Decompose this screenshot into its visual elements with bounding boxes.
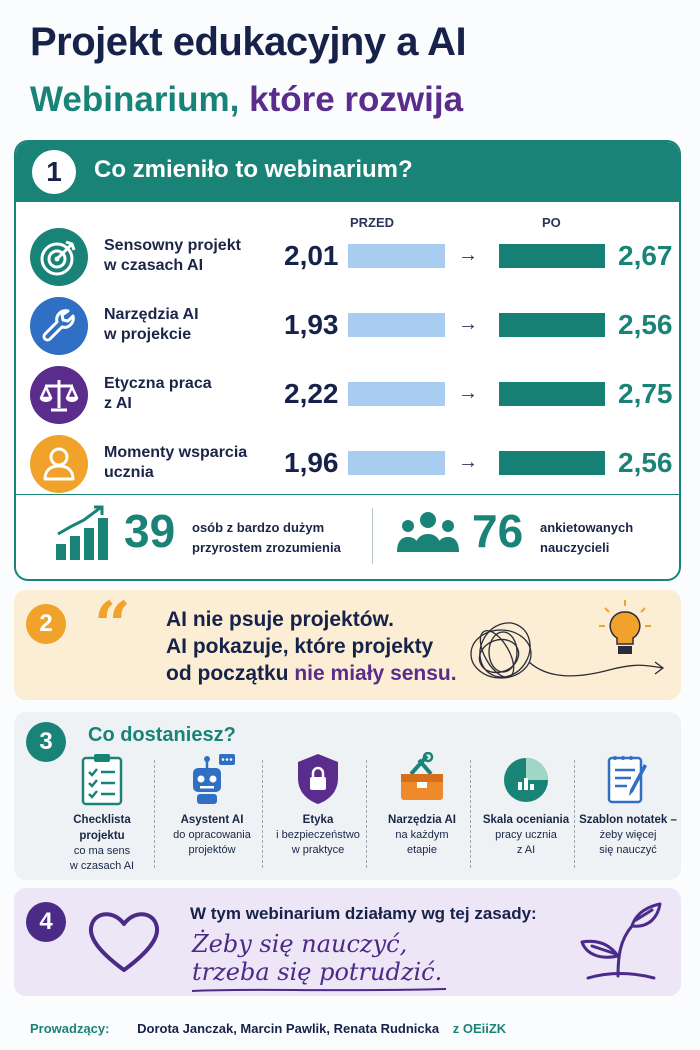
checklist-icon	[81, 754, 123, 806]
metric-after-value: 2,56	[618, 309, 673, 340]
wrench-icon	[30, 297, 88, 355]
section-number-4: 4	[26, 902, 66, 942]
feature-separator	[470, 760, 471, 868]
metric-after-bar	[499, 313, 605, 337]
metric-after-value: 2,67	[618, 240, 673, 271]
subtitle-part1: Webinarium,	[30, 80, 240, 119]
section-changes: 1 Co zmieniło to webinarium? PRZED PO Se…	[14, 140, 681, 581]
column-label-after: PO	[542, 215, 561, 230]
section-benefits: 3 Co dostaniesz? Checklista projektu co m…	[14, 712, 681, 880]
stat-value-teachers: 76	[472, 505, 524, 557]
metric-before-value: 1,96	[284, 447, 339, 478]
arrow-right-icon: →	[458, 382, 478, 404]
principle-motto: Żeby się nauczyć, trzeba się potrudzić.	[192, 930, 443, 986]
quote-mark-icon: “	[94, 590, 131, 663]
stat-label-teachers: ankietowanych nauczycieli	[540, 520, 634, 555]
principle-lead: W tym webinarium działamy wg tej zasady:	[190, 904, 537, 923]
scales-icon	[30, 366, 88, 424]
feature-notes-template: Szablon notatek – żeby więcej się nauczyć	[576, 752, 680, 878]
section-number-2: 2	[26, 604, 66, 644]
stat-separator	[372, 508, 373, 564]
page-title: Projekt edukacyjny a AI	[30, 20, 467, 64]
footer-credits: Prowadzący: Dorota Janczak, Marcin Pawli…	[30, 1021, 506, 1036]
metric-label: Momenty wsparcia ucznia	[104, 444, 248, 481]
metric-after-bar	[499, 382, 605, 406]
shield-lock-icon	[298, 754, 338, 804]
metric-before-value: 1,93	[284, 309, 339, 340]
pie-chart-icon	[504, 758, 548, 802]
section-principle: 4 W tym webinarium działamy wg tej zasad…	[14, 888, 681, 996]
column-label-before: PRZED	[350, 215, 395, 230]
feature-separator	[262, 760, 263, 868]
notes-icon	[607, 756, 647, 804]
section-changes-title: Co zmieniło to webinarium?	[94, 156, 413, 183]
metric-before-bar	[348, 313, 445, 337]
heart-icon	[88, 912, 160, 972]
footer-org: z OEiiZK	[452, 1021, 507, 1036]
subtitle-part2: które rozwija	[249, 80, 464, 119]
motto-underline	[191, 988, 447, 992]
section-number-3: 3	[26, 722, 66, 762]
metric-row-student-support: Momenty wsparcia ucznia 1,96 → 2,56	[16, 433, 679, 497]
metric-after-bar	[499, 244, 605, 268]
arrow-right-icon: →	[458, 313, 478, 335]
metric-before-bar	[348, 382, 445, 406]
people-group-icon	[397, 512, 459, 552]
metric-row-meaningful-project: Sensowny projekt w czasach AI 2,01 → 2,67	[16, 226, 679, 290]
page-subtitle: Webinarium, które rozwija	[30, 80, 463, 120]
metric-before-bar	[348, 244, 445, 268]
feature-grading-scale: Skala oceniania pracy ucznia z AI	[474, 752, 578, 878]
metric-label: Sensowny projekt w czasach AI	[104, 237, 241, 274]
footer-names: Dorota Janczak, Marcin Pawlik, Renata Ru…	[137, 1021, 440, 1036]
stat-label-learners: osób z bardzo dużym przyrostem zrozumieni…	[192, 520, 341, 555]
metric-label: Etyczna praca z AI	[104, 375, 212, 412]
section-number-1: 1	[32, 150, 76, 194]
metric-before-value: 2,22	[284, 378, 339, 409]
feature-checklist: Checklista projektu co ma sens w czasach A…	[50, 752, 154, 878]
divider	[16, 494, 679, 495]
arrow-right-icon: →	[458, 451, 478, 473]
quote-text: AI nie psuje projektów. AI pokazuje, któ…	[166, 608, 457, 685]
metric-after-bar	[499, 451, 605, 475]
feature-separator	[574, 760, 575, 868]
feature-ai-tools: Narzędzia AI na każdym etapie	[370, 752, 474, 878]
stat-value-learners: 39	[124, 505, 176, 557]
growth-chart-icon	[56, 505, 108, 560]
metric-before-value: 2,01	[284, 240, 339, 271]
metric-label: Narzędzia AI w projekcie	[104, 306, 199, 343]
tangle-to-lightbulb-icon	[470, 600, 665, 679]
section-benefits-title: Co dostaniesz?	[88, 724, 236, 746]
feature-separator	[366, 760, 367, 868]
footer-label: Prowadzący:	[30, 1021, 110, 1036]
arrow-right-icon: →	[458, 244, 478, 266]
metric-row-ai-tools: Narzędzia AI w projekcie 1,93 → 2,56	[16, 295, 679, 359]
metric-after-value: 2,56	[618, 447, 673, 478]
section-changes-header: 1 Co zmieniło to webinarium?	[16, 142, 679, 202]
feature-separator	[154, 760, 155, 868]
metric-after-value: 2,75	[618, 378, 673, 409]
sprout-icon	[580, 902, 662, 980]
feature-ai-assistant: Asystent AI do opracowania projektów	[160, 752, 264, 878]
feature-ethics: Etyka i bezpieczeństwo w praktyce	[266, 752, 370, 878]
section-quote: 2 “ AI nie psuje projektów. AI pokazuje,…	[14, 590, 681, 700]
metric-before-bar	[348, 451, 445, 475]
toolbox-icon	[401, 752, 443, 800]
metric-row-ethics: Etyczna praca z AI 2,22 → 2,75	[16, 364, 679, 428]
robot-icon	[193, 754, 235, 804]
person-icon	[30, 435, 88, 493]
target-icon	[30, 228, 88, 286]
